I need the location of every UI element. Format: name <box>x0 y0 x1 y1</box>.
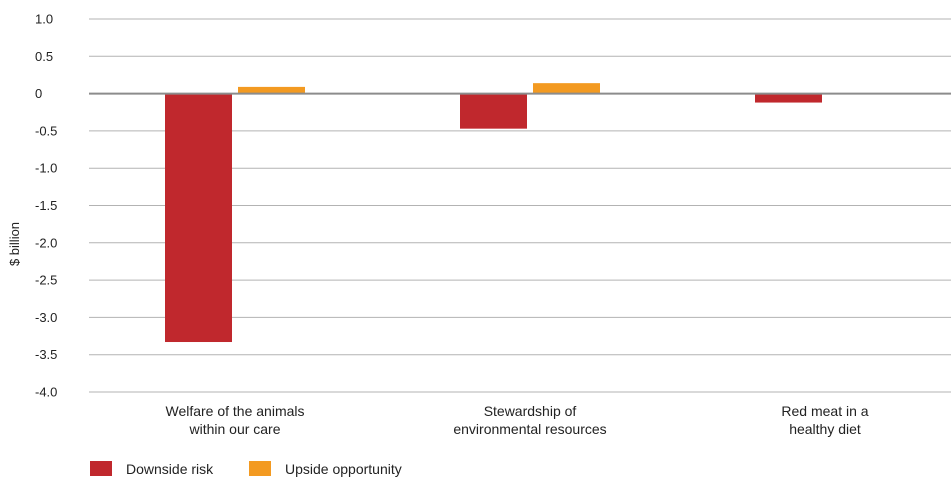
y-tick-label: -2.5 <box>35 273 57 288</box>
bar-downside-risk <box>165 93 232 343</box>
legend-swatch <box>90 461 112 476</box>
bar-upside-opportunity <box>238 86 305 94</box>
legend-label: Upside opportunity <box>285 461 402 477</box>
y-axis-label: $ billion <box>7 222 22 266</box>
bar-downside-risk <box>755 93 822 103</box>
x-category-label: Stewardship of <box>484 403 577 419</box>
y-tick-label: -0.5 <box>35 123 57 138</box>
legend-label: Downside risk <box>126 461 214 477</box>
y-tick-label: -3.5 <box>35 347 57 362</box>
bar-upside-opportunity <box>533 83 600 94</box>
x-category-label: Red meat in a <box>781 403 868 419</box>
y-tick-label: -3.0 <box>35 310 57 325</box>
x-axis-categories: Welfare of the animals within our care Ste… <box>165 403 868 437</box>
x-category-label: Welfare of the animals <box>165 403 304 419</box>
x-category-label: environmental resources <box>453 421 606 437</box>
bar-downside-risk <box>460 93 527 129</box>
y-tick-label: 0 <box>35 86 42 101</box>
legend: Downside risk Upside opportunity <box>90 461 402 477</box>
legend-swatch <box>249 461 271 476</box>
y-tick-label: 1.0 <box>35 12 53 27</box>
y-tick-label: 0.5 <box>35 49 53 64</box>
x-category-label: within our care <box>188 421 280 437</box>
x-category-label: healthy diet <box>789 421 861 437</box>
bars <box>165 83 822 343</box>
y-tick-label: -2.0 <box>35 235 57 250</box>
y-tick-label: -1.0 <box>35 161 57 176</box>
y-axis-ticks: 1.0 0.5 0 -0.5 -1.0 -1.5 -2.0 -2.5 -3.0 -3.5 -4.0 <box>35 12 57 400</box>
y-tick-label: -4.0 <box>35 385 57 400</box>
y-tick-label: -1.5 <box>35 198 57 213</box>
